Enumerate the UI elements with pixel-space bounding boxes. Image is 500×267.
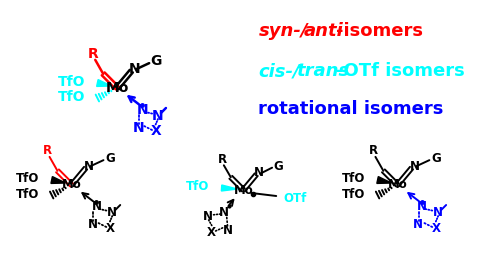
Text: Mo: Mo [388, 179, 407, 191]
Polygon shape [96, 80, 112, 87]
Text: N: N [254, 166, 264, 179]
Text: TfO: TfO [58, 90, 86, 104]
Text: G: G [273, 160, 283, 173]
Text: R: R [88, 47, 99, 61]
Text: TfO: TfO [16, 187, 40, 201]
Text: X: X [432, 222, 440, 234]
Text: N: N [108, 206, 118, 219]
Text: N: N [152, 109, 164, 123]
Text: trans: trans [296, 62, 350, 80]
Polygon shape [51, 176, 66, 183]
Text: G: G [150, 54, 162, 68]
Text: N: N [418, 201, 428, 214]
Polygon shape [222, 185, 238, 191]
Text: syn-/: syn-/ [258, 22, 308, 40]
Text: N: N [414, 218, 424, 231]
Text: N: N [84, 160, 94, 173]
Text: -isomers: -isomers [336, 22, 423, 40]
Text: N: N [132, 121, 144, 135]
Text: G: G [106, 152, 116, 165]
Text: N: N [92, 201, 102, 214]
Text: R: R [43, 144, 52, 157]
Text: TfO: TfO [342, 187, 365, 201]
Text: TfO: TfO [342, 172, 365, 186]
Text: anti: anti [304, 22, 344, 40]
Text: cis-/: cis-/ [258, 62, 300, 80]
Text: TfO: TfO [16, 172, 40, 186]
Text: N: N [136, 103, 148, 117]
Text: X: X [150, 124, 162, 138]
Text: N: N [410, 160, 420, 173]
Text: N: N [128, 62, 140, 76]
Text: OTf: OTf [283, 193, 306, 206]
Text: N: N [218, 206, 228, 218]
Text: G: G [432, 152, 441, 165]
Text: X: X [207, 226, 216, 238]
Text: N: N [433, 206, 443, 219]
Text: TfO: TfO [186, 180, 210, 194]
Text: N: N [202, 210, 212, 223]
Text: -OTf isomers: -OTf isomers [336, 62, 464, 80]
Polygon shape [377, 176, 392, 183]
Text: Mo: Mo [234, 183, 254, 197]
Text: X: X [106, 222, 115, 234]
Text: Mo: Mo [106, 81, 129, 95]
Text: TfO: TfO [58, 75, 86, 89]
Text: R: R [218, 153, 228, 166]
Text: R: R [369, 144, 378, 157]
Text: Mo: Mo [62, 179, 82, 191]
Text: N: N [222, 223, 232, 237]
Text: N: N [88, 218, 98, 231]
Text: rotational isomers: rotational isomers [258, 100, 444, 118]
